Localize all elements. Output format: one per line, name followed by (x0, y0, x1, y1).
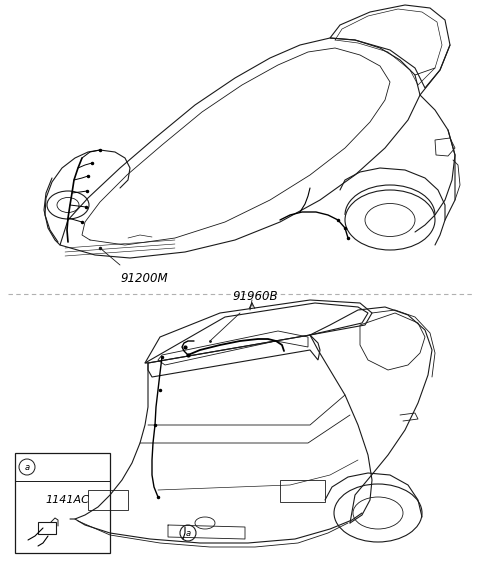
Bar (280, 480, 325, 502)
Text: a: a (185, 529, 191, 537)
Bar (38, 522, 56, 534)
Text: a: a (24, 463, 30, 471)
Bar (88, 490, 128, 510)
Text: 91200M: 91200M (120, 272, 168, 285)
Text: 1141AC: 1141AC (46, 495, 89, 505)
Text: 91960B: 91960B (232, 290, 278, 303)
